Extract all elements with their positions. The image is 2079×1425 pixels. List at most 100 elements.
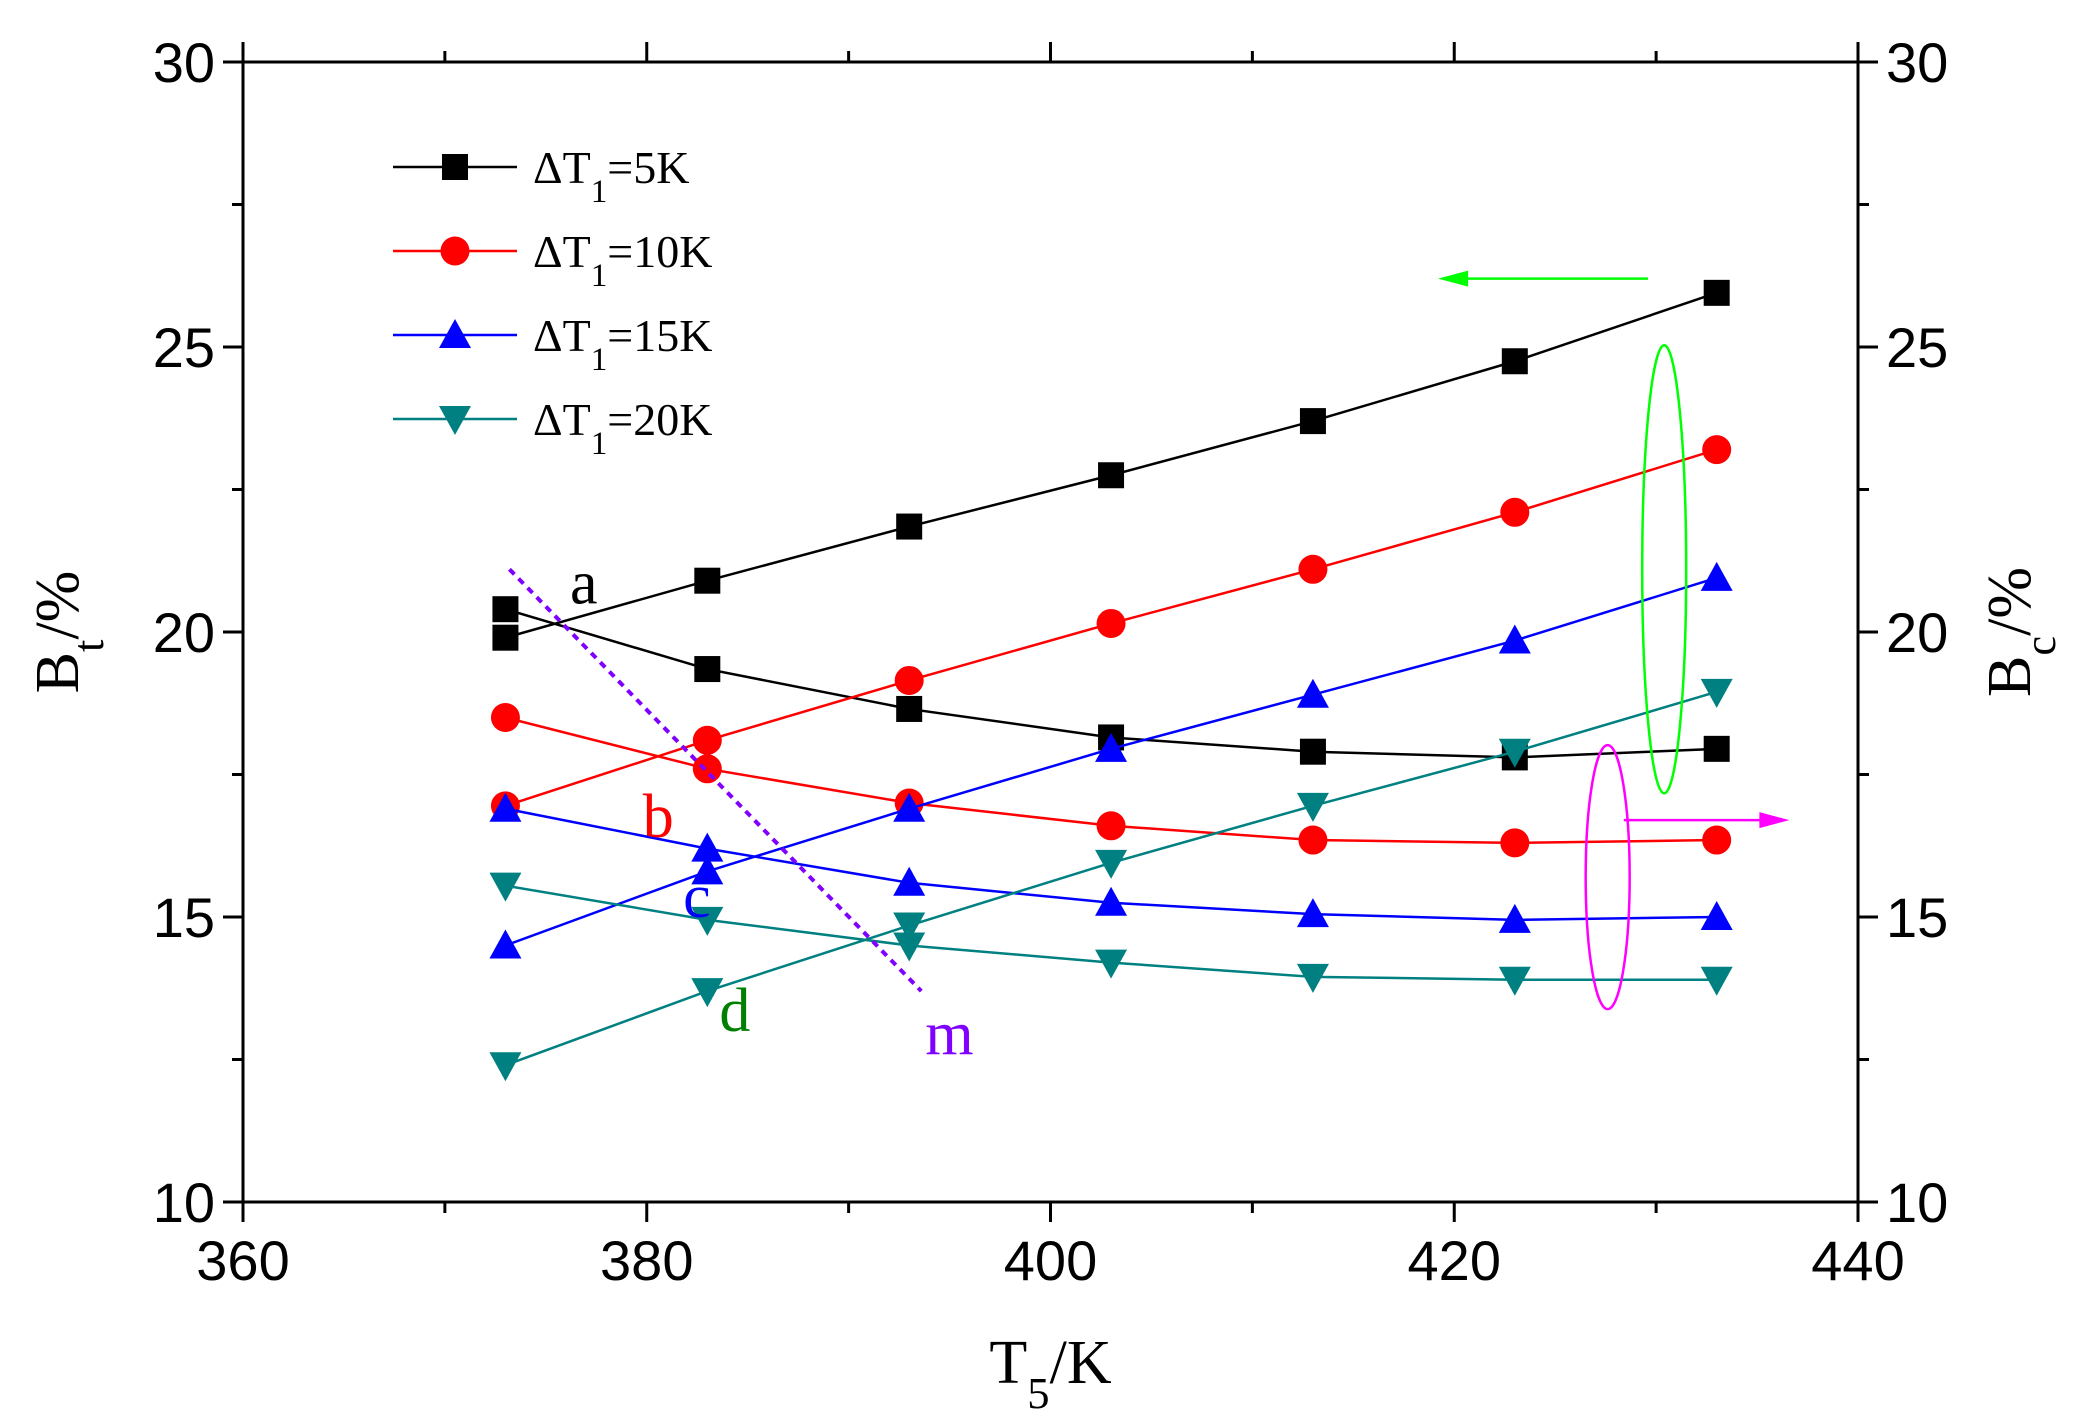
curve-label-b: b	[643, 783, 674, 851]
data-point-bc	[893, 932, 926, 962]
data-point-bc	[1498, 903, 1531, 933]
series-2	[490, 435, 1732, 858]
x-tick-label: 440	[1811, 1229, 1904, 1292]
bc-arrow-head	[1759, 812, 1790, 829]
series-4	[489, 678, 1733, 1082]
y2-tick-label: 15	[1886, 886, 1948, 949]
data-point-bt	[489, 1052, 522, 1082]
x-tick-label: 360	[196, 1229, 289, 1292]
legend-label: ΔT1=10K	[533, 226, 712, 294]
y-tick-label: 15	[153, 886, 215, 949]
data-point-bt	[694, 567, 721, 594]
data-point-bt	[1095, 849, 1128, 879]
y2-tick-label: 20	[1886, 601, 1948, 664]
legend-marker	[440, 236, 470, 266]
data-point-bt	[1299, 408, 1326, 435]
x-axis-title: T5/K	[989, 1329, 1111, 1418]
data-point-bt	[1500, 497, 1530, 527]
data-point-bc	[692, 754, 722, 784]
data-point-bc	[1703, 735, 1730, 762]
data-point-bc	[489, 792, 522, 822]
y2-tick-label: 10	[1886, 1171, 1948, 1234]
data-point-bc	[490, 703, 520, 732]
data-point-bc	[1498, 966, 1531, 996]
legend-item-1: ΔT1=5K	[393, 142, 689, 210]
y-tick-label: 10	[153, 1171, 215, 1234]
bc-group-ellipse	[1584, 743, 1631, 1011]
annotations: a bcd m	[508, 270, 1790, 1068]
data-point-bt	[1702, 435, 1732, 465]
data-point-bc	[1296, 963, 1329, 993]
data-point-bt	[896, 513, 923, 540]
x-tick-label: 420	[1408, 1229, 1501, 1292]
data-point-bc	[1500, 828, 1530, 858]
legend-label: ΔT1=5K	[533, 142, 689, 210]
data-point-bc	[492, 596, 519, 623]
legend-label: ΔT1=15K	[533, 310, 712, 378]
bt-group-ellipse	[1640, 344, 1688, 795]
data-point-bt	[1095, 732, 1128, 762]
legend-marker	[439, 319, 471, 348]
y2-axis-title: Bc/%	[1976, 567, 2065, 697]
data-point-bc	[893, 866, 926, 896]
data-point-bt	[691, 978, 724, 1008]
data-point-bt	[692, 725, 722, 755]
data-point-bt	[893, 912, 926, 942]
data-point-bc	[1298, 825, 1328, 855]
y-tick-label: 25	[153, 316, 215, 379]
x-tick-label: 400	[1004, 1229, 1097, 1292]
data-point-bc	[1095, 886, 1128, 916]
data-point-bc	[691, 832, 724, 862]
legend-item-2: ΔT1=10K	[393, 226, 712, 294]
bt-arrow-head	[1438, 270, 1469, 287]
y-tick-label: 20	[153, 601, 215, 664]
data-point-bt	[1096, 608, 1126, 638]
data-point-bc	[896, 695, 923, 722]
data-point-bt	[1098, 462, 1125, 489]
data-point-bt	[1296, 792, 1329, 822]
y2-tick-label: 30	[1886, 31, 1948, 94]
curve-label-c: c	[683, 863, 711, 931]
data-point-bt	[893, 792, 926, 822]
data-point-bt	[492, 624, 519, 651]
data-point-bt	[1298, 554, 1328, 584]
data-point-bc	[694, 656, 721, 683]
series-3	[489, 561, 1733, 959]
data-point-bt	[1498, 738, 1531, 768]
data-point-bc	[1299, 738, 1326, 765]
data-point-bc	[1095, 949, 1128, 979]
data-point-bc	[691, 906, 724, 936]
curve-label-m: m	[925, 1000, 973, 1068]
legend-marker	[442, 154, 468, 180]
data-point-bt	[691, 855, 724, 885]
data-point-bt	[1296, 678, 1329, 708]
data-point-bt	[1700, 678, 1733, 708]
x-tick-label: 380	[600, 1229, 693, 1292]
data-point-bt	[1498, 624, 1531, 654]
data-point-bt	[1501, 348, 1528, 375]
data-point-bt	[1700, 561, 1733, 591]
legend-marker	[439, 406, 471, 435]
data-point-bc	[1096, 811, 1126, 841]
y-tick-label: 30	[153, 31, 215, 94]
plot-series	[489, 279, 1733, 1082]
data-point-bc	[489, 872, 522, 902]
data-point-bc	[1700, 966, 1733, 996]
legend: ΔT1=5K ΔT1=10K ΔT1=15K ΔT1=20K	[393, 142, 712, 462]
legend-label: ΔT1=20K	[533, 394, 712, 462]
curve-label-d: d	[719, 977, 750, 1045]
data-point-bt	[894, 665, 924, 695]
y2-tick-label: 25	[1886, 316, 1948, 379]
data-point-bc	[1296, 898, 1329, 928]
legend-item-4: ΔT1=20K	[393, 394, 712, 462]
data-point-bc	[1702, 825, 1732, 855]
legend-item-3: ΔT1=15K	[393, 310, 712, 378]
axes: 360 380 400 420 44010152025301015202530T5/KB…	[24, 31, 2065, 1418]
y-axis-title: Bt/%	[24, 571, 113, 694]
data-point-bt	[1703, 279, 1730, 306]
data-point-bt	[489, 929, 522, 959]
curve-label-a: a	[570, 550, 598, 618]
data-point-bc	[1700, 901, 1733, 930]
